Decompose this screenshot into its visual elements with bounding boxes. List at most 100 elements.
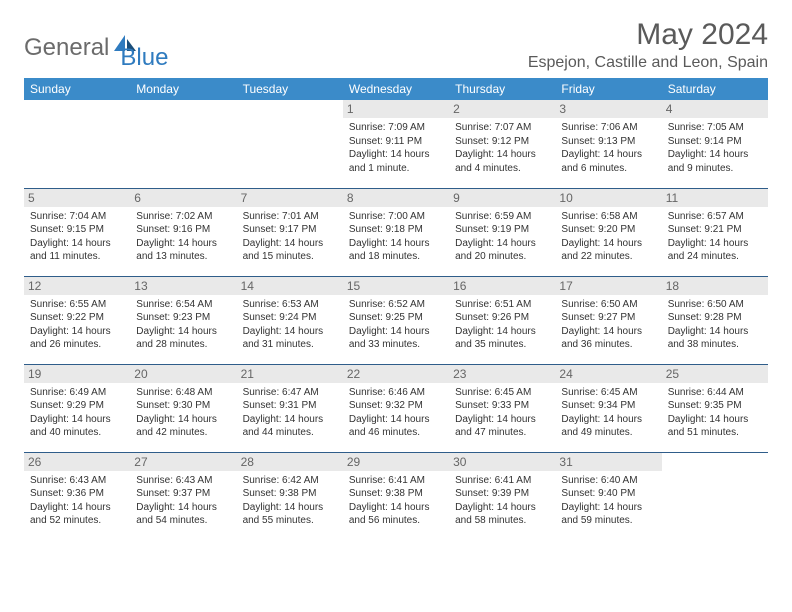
calendar-week-row: 12Sunrise: 6:55 AMSunset: 9:22 PMDayligh…	[24, 276, 768, 364]
daylight-text: Daylight: 14 hours and 18 minutes.	[349, 237, 443, 264]
weekday-header: Tuesday	[237, 78, 343, 100]
day-info: Sunrise: 6:59 AMSunset: 9:19 PMDaylight:…	[455, 210, 549, 264]
daylight-text: Daylight: 14 hours and 22 minutes.	[561, 237, 655, 264]
day-number: 15	[343, 277, 449, 295]
calendar-day-cell	[130, 100, 236, 188]
daylight-text: Daylight: 14 hours and 26 minutes.	[30, 325, 124, 352]
brand-text-general: General	[24, 34, 109, 62]
day-info: Sunrise: 6:57 AMSunset: 9:21 PMDaylight:…	[668, 210, 762, 264]
calendar-day-cell: 26Sunrise: 6:43 AMSunset: 9:36 PMDayligh…	[24, 452, 130, 540]
day-info: Sunrise: 7:06 AMSunset: 9:13 PMDaylight:…	[561, 121, 655, 175]
sunset-text: Sunset: 9:20 PM	[561, 223, 655, 237]
calendar-day-cell	[24, 100, 130, 188]
calendar-day-cell: 13Sunrise: 6:54 AMSunset: 9:23 PMDayligh…	[130, 276, 236, 364]
sunrise-text: Sunrise: 6:58 AM	[561, 210, 655, 224]
sunset-text: Sunset: 9:13 PM	[561, 135, 655, 149]
day-info: Sunrise: 7:09 AMSunset: 9:11 PMDaylight:…	[349, 121, 443, 175]
sunrise-text: Sunrise: 6:41 AM	[349, 474, 443, 488]
daylight-text: Daylight: 14 hours and 47 minutes.	[455, 413, 549, 440]
sunrise-text: Sunrise: 6:54 AM	[136, 298, 230, 312]
calendar-day-cell: 15Sunrise: 6:52 AMSunset: 9:25 PMDayligh…	[343, 276, 449, 364]
calendar-day-cell: 12Sunrise: 6:55 AMSunset: 9:22 PMDayligh…	[24, 276, 130, 364]
calendar-day-cell: 23Sunrise: 6:45 AMSunset: 9:33 PMDayligh…	[449, 364, 555, 452]
daylight-text: Daylight: 14 hours and 44 minutes.	[243, 413, 337, 440]
brand-logo: General Blue	[24, 24, 168, 72]
daylight-text: Daylight: 14 hours and 55 minutes.	[243, 501, 337, 528]
day-number: 8	[343, 189, 449, 207]
calendar-day-cell: 21Sunrise: 6:47 AMSunset: 9:31 PMDayligh…	[237, 364, 343, 452]
sunset-text: Sunset: 9:16 PM	[136, 223, 230, 237]
sunrise-text: Sunrise: 6:45 AM	[455, 386, 549, 400]
sunrise-text: Sunrise: 6:50 AM	[668, 298, 762, 312]
sunrise-text: Sunrise: 6:41 AM	[455, 474, 549, 488]
sunset-text: Sunset: 9:28 PM	[668, 311, 762, 325]
calendar-day-cell: 14Sunrise: 6:53 AMSunset: 9:24 PMDayligh…	[237, 276, 343, 364]
daylight-text: Daylight: 14 hours and 38 minutes.	[668, 325, 762, 352]
daylight-text: Daylight: 14 hours and 24 minutes.	[668, 237, 762, 264]
daylight-text: Daylight: 14 hours and 42 minutes.	[136, 413, 230, 440]
day-info: Sunrise: 6:53 AMSunset: 9:24 PMDaylight:…	[243, 298, 337, 352]
day-info: Sunrise: 6:41 AMSunset: 9:39 PMDaylight:…	[455, 474, 549, 528]
day-number: 2	[449, 100, 555, 118]
day-info: Sunrise: 7:01 AMSunset: 9:17 PMDaylight:…	[243, 210, 337, 264]
sunset-text: Sunset: 9:19 PM	[455, 223, 549, 237]
calendar-day-cell: 18Sunrise: 6:50 AMSunset: 9:28 PMDayligh…	[662, 276, 768, 364]
day-info: Sunrise: 6:46 AMSunset: 9:32 PMDaylight:…	[349, 386, 443, 440]
day-number: 21	[237, 365, 343, 383]
calendar-day-cell: 5Sunrise: 7:04 AMSunset: 9:15 PMDaylight…	[24, 188, 130, 276]
day-info: Sunrise: 6:54 AMSunset: 9:23 PMDaylight:…	[136, 298, 230, 352]
weekday-header: Wednesday	[343, 78, 449, 100]
day-number: 23	[449, 365, 555, 383]
sunrise-text: Sunrise: 6:50 AM	[561, 298, 655, 312]
month-title: May 2024	[528, 18, 768, 52]
sunset-text: Sunset: 9:30 PM	[136, 399, 230, 413]
daylight-text: Daylight: 14 hours and 9 minutes.	[668, 148, 762, 175]
location-text: Espejon, Castille and Leon, Spain	[528, 54, 768, 72]
sunrise-text: Sunrise: 7:09 AM	[349, 121, 443, 135]
sunrise-text: Sunrise: 7:00 AM	[349, 210, 443, 224]
day-number: 28	[237, 453, 343, 471]
weekday-header: Monday	[130, 78, 236, 100]
sunrise-text: Sunrise: 6:43 AM	[136, 474, 230, 488]
calendar-day-cell: 31Sunrise: 6:40 AMSunset: 9:40 PMDayligh…	[555, 452, 661, 540]
sunset-text: Sunset: 9:37 PM	[136, 487, 230, 501]
weekday-header: Saturday	[662, 78, 768, 100]
day-info: Sunrise: 7:02 AMSunset: 9:16 PMDaylight:…	[136, 210, 230, 264]
day-number: 25	[662, 365, 768, 383]
sunset-text: Sunset: 9:35 PM	[668, 399, 762, 413]
daylight-text: Daylight: 14 hours and 31 minutes.	[243, 325, 337, 352]
daylight-text: Daylight: 14 hours and 46 minutes.	[349, 413, 443, 440]
day-number: 30	[449, 453, 555, 471]
sunset-text: Sunset: 9:31 PM	[243, 399, 337, 413]
calendar-table: Sunday Monday Tuesday Wednesday Thursday…	[24, 78, 768, 540]
daylight-text: Daylight: 14 hours and 35 minutes.	[455, 325, 549, 352]
daylight-text: Daylight: 14 hours and 56 minutes.	[349, 501, 443, 528]
day-info: Sunrise: 6:48 AMSunset: 9:30 PMDaylight:…	[136, 386, 230, 440]
sunrise-text: Sunrise: 6:43 AM	[30, 474, 124, 488]
weekday-header: Sunday	[24, 78, 130, 100]
sunrise-text: Sunrise: 6:40 AM	[561, 474, 655, 488]
daylight-text: Daylight: 14 hours and 36 minutes.	[561, 325, 655, 352]
day-info: Sunrise: 6:40 AMSunset: 9:40 PMDaylight:…	[561, 474, 655, 528]
sunset-text: Sunset: 9:29 PM	[30, 399, 124, 413]
daylight-text: Daylight: 14 hours and 33 minutes.	[349, 325, 443, 352]
weekday-header: Thursday	[449, 78, 555, 100]
calendar-day-cell: 19Sunrise: 6:49 AMSunset: 9:29 PMDayligh…	[24, 364, 130, 452]
day-number: 27	[130, 453, 236, 471]
calendar-day-cell: 2Sunrise: 7:07 AMSunset: 9:12 PMDaylight…	[449, 100, 555, 188]
day-info: Sunrise: 6:55 AMSunset: 9:22 PMDaylight:…	[30, 298, 124, 352]
title-block: May 2024 Espejon, Castille and Leon, Spa…	[528, 18, 768, 72]
sunrise-text: Sunrise: 7:07 AM	[455, 121, 549, 135]
calendar-day-cell: 28Sunrise: 6:42 AMSunset: 9:38 PMDayligh…	[237, 452, 343, 540]
calendar-day-cell	[662, 452, 768, 540]
weekday-header: Friday	[555, 78, 661, 100]
sunset-text: Sunset: 9:39 PM	[455, 487, 549, 501]
day-number: 20	[130, 365, 236, 383]
day-number: 9	[449, 189, 555, 207]
calendar-week-row: 19Sunrise: 6:49 AMSunset: 9:29 PMDayligh…	[24, 364, 768, 452]
daylight-text: Daylight: 14 hours and 13 minutes.	[136, 237, 230, 264]
sunset-text: Sunset: 9:24 PM	[243, 311, 337, 325]
day-number: 24	[555, 365, 661, 383]
daylight-text: Daylight: 14 hours and 6 minutes.	[561, 148, 655, 175]
calendar-day-cell: 22Sunrise: 6:46 AMSunset: 9:32 PMDayligh…	[343, 364, 449, 452]
